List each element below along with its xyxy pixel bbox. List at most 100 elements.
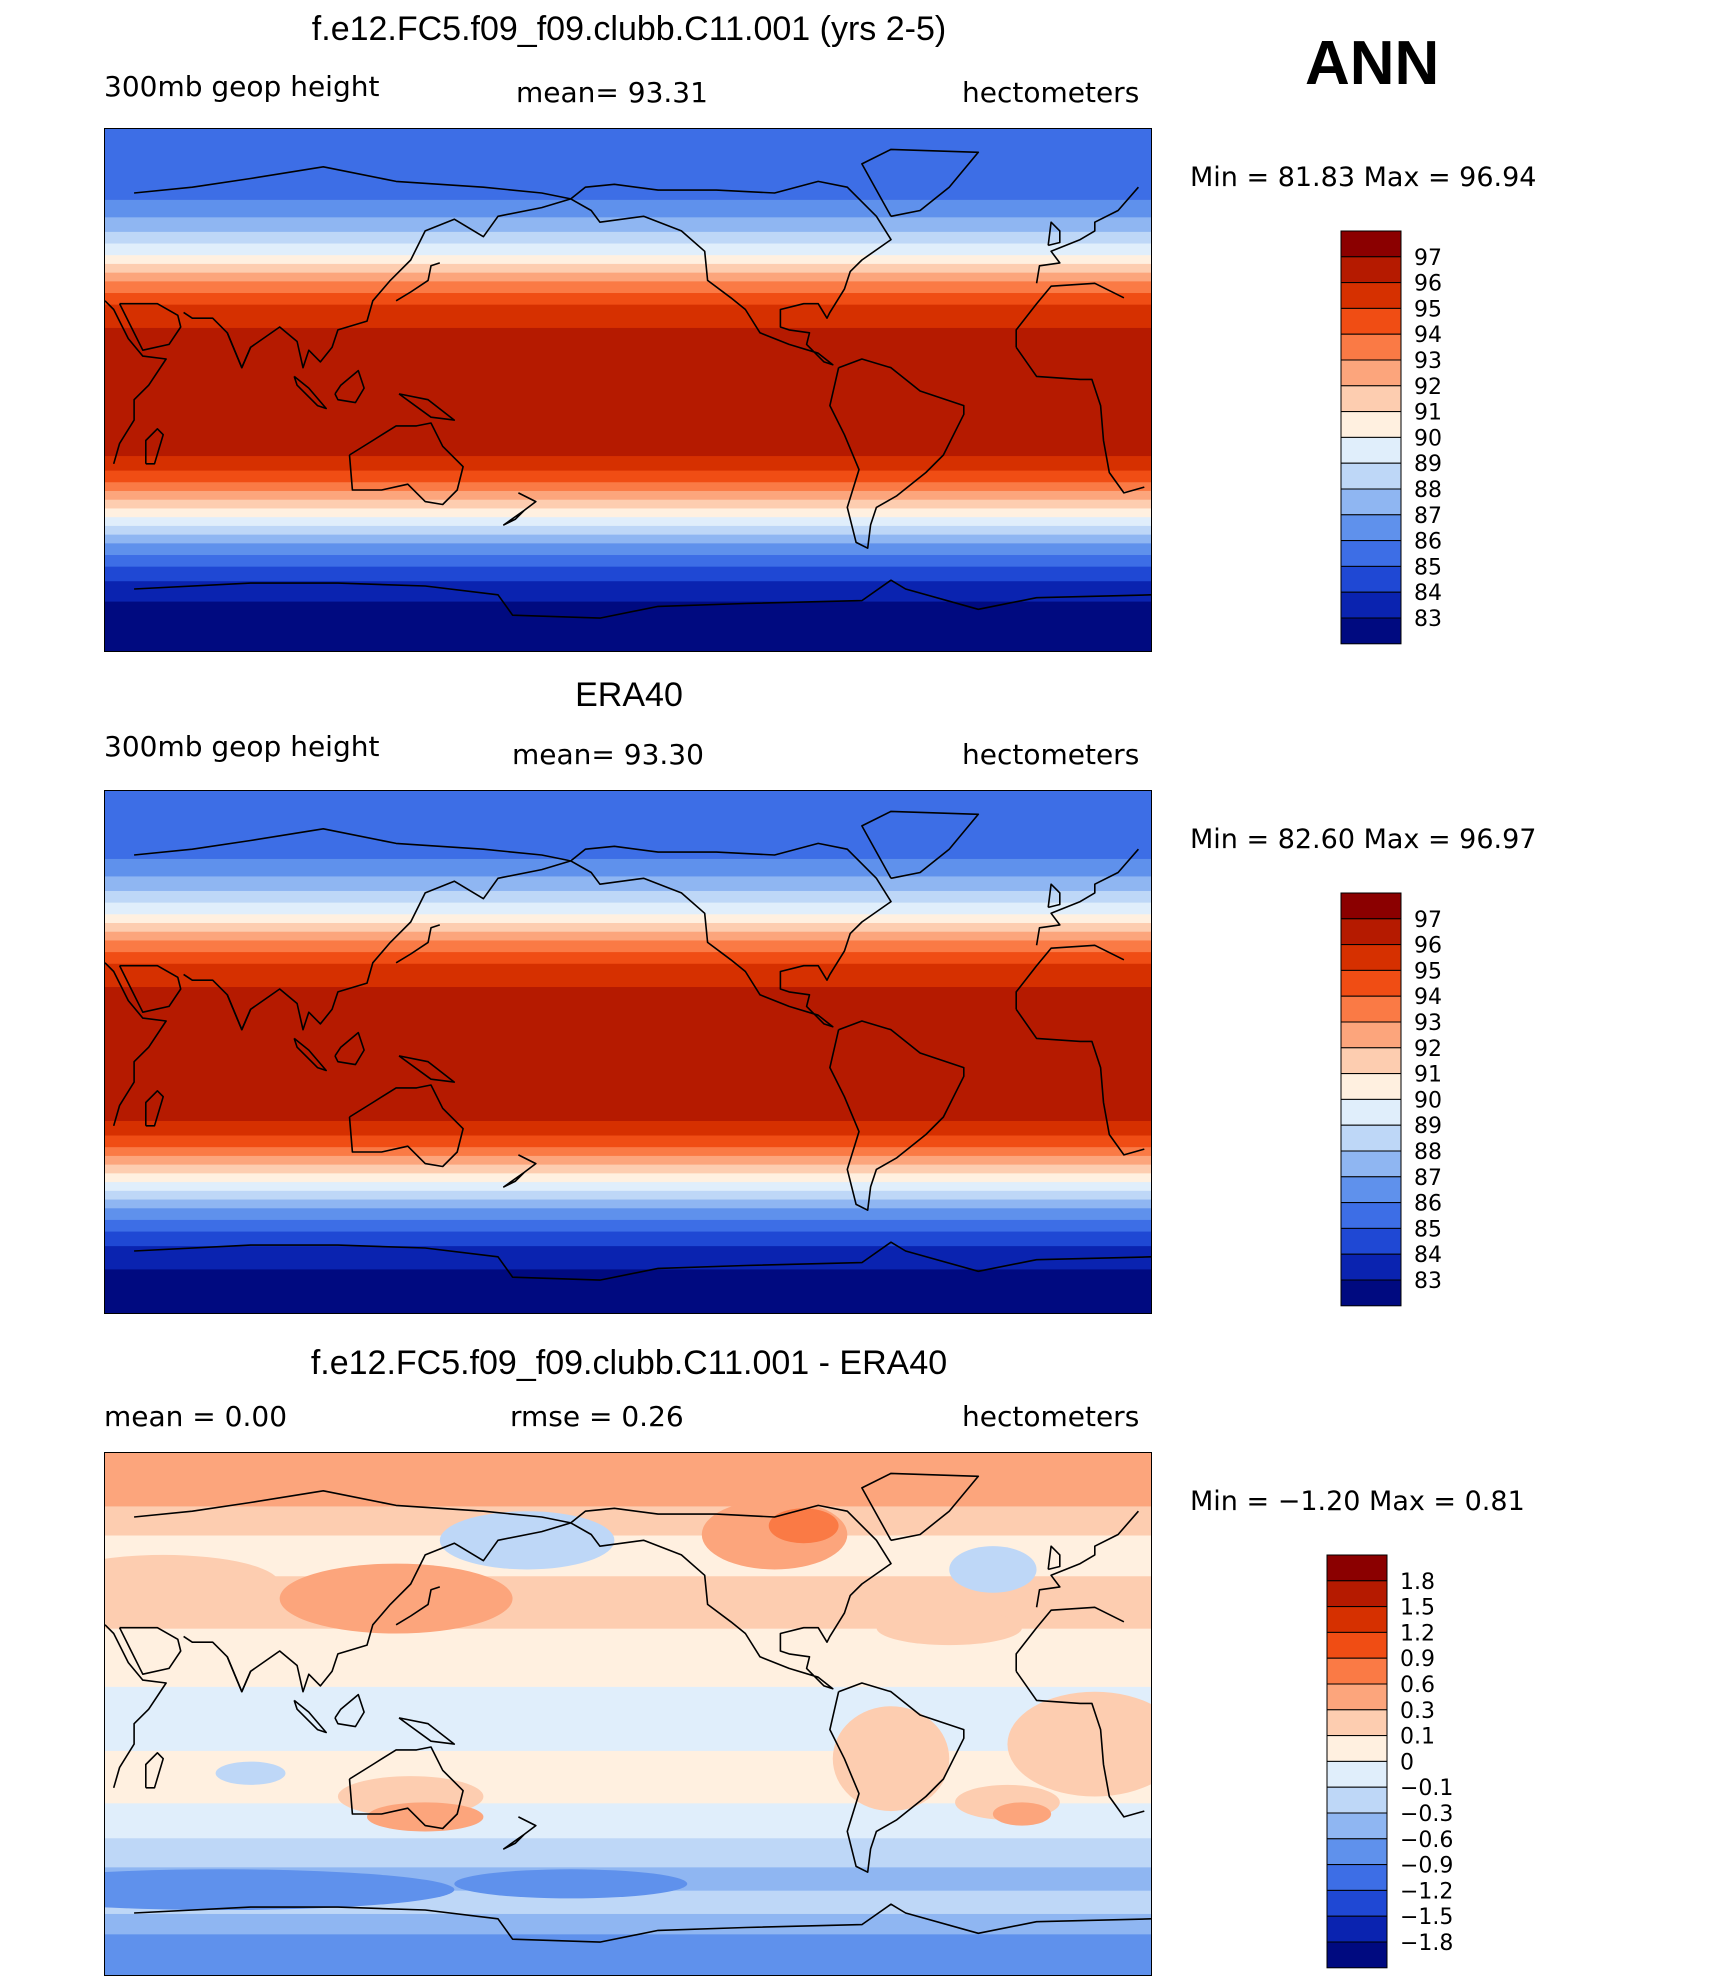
colorbar-swatch (1340, 1098, 1402, 1126)
contour-band (105, 481, 1151, 491)
coastline (226, 332, 252, 369)
coastline (348, 1084, 464, 1168)
colorbar-swatch (1340, 892, 1402, 920)
contour-band (105, 922, 1151, 932)
contour-band (105, 230, 1151, 244)
coastline (395, 262, 441, 302)
panel-model-units: hectometers (962, 76, 1140, 109)
colorbar-swatch (1326, 1683, 1388, 1711)
coastline (118, 964, 182, 1013)
contour-band (105, 875, 1151, 891)
colorbar-tick-label: −0.9 (1400, 1854, 1453, 1879)
colorbar-tick-label: 1.8 (1400, 1570, 1435, 1595)
colorbar-tick-label: 94 (1414, 323, 1442, 348)
colorbar-tick-label: 1.2 (1400, 1621, 1435, 1646)
colorbar-tick-label: 0.3 (1400, 1699, 1435, 1724)
colorbar-swatch (1340, 1279, 1402, 1307)
contour-band (105, 254, 1151, 264)
coastline (293, 1699, 327, 1734)
panel-diff-mean-label: mean = 0.00 (104, 1400, 288, 1433)
colorbar-tick-label: 88 (1414, 478, 1442, 503)
coastline (226, 1656, 252, 1693)
contour-band (105, 939, 1151, 953)
coastline (334, 369, 365, 404)
colorbar-swatch (1326, 1580, 1388, 1608)
coastline (570, 1504, 892, 1690)
panel-obs-mean-label: mean= 93.30 (512, 738, 704, 771)
panel-obs-minmax: Min = 82.60 Max = 96.97 (1190, 824, 1537, 855)
contour-band (105, 901, 1151, 915)
contour-band (105, 1134, 1151, 1148)
colorbar-swatch (1326, 1915, 1388, 1943)
colorbar-tick-label: 84 (1414, 581, 1442, 606)
contour-blob (876, 1610, 1022, 1646)
contour-band (105, 1245, 1151, 1270)
contour-blob (832, 1706, 950, 1812)
contour-band (105, 565, 1151, 582)
season-label: ANN (1305, 29, 1440, 98)
contour-band (105, 1163, 1151, 1174)
colorbar-swatch (1340, 385, 1402, 413)
colorbar-swatch (1340, 565, 1402, 593)
colorbar-swatch (1340, 436, 1402, 464)
panel-diff-units: hectometers (962, 1400, 1140, 1433)
panel-model-title: f.e12.FC5.f09_f09.clubb.C11.001 (yrs 2-5… (311, 10, 947, 48)
coastline (829, 1020, 965, 1211)
colorbar-tick-label: 87 (1414, 504, 1442, 529)
contour-band (105, 242, 1151, 256)
coastline (226, 994, 252, 1031)
colorbar-swatch (1326, 1786, 1388, 1814)
colorbar-tick-label: 91 (1414, 1063, 1442, 1088)
coastline (1047, 1545, 1061, 1571)
colorbar-tick-label: 0.9 (1400, 1647, 1435, 1672)
panel-obs-colorbar: 97 96 95 94 93 92 91 90 89 88 87 86 85 84 83 (1340, 892, 1520, 1309)
colorbar-swatch (1340, 1073, 1402, 1100)
colorbar-tick-label: −0.6 (1400, 1828, 1453, 1853)
panel-diff-map (104, 1452, 1152, 1976)
coastline (398, 1717, 456, 1745)
colorbar-swatch (1326, 1554, 1388, 1582)
colorbar-swatch (1340, 918, 1402, 946)
coastline (395, 924, 441, 964)
colorbar-tick-label: 97 (1414, 246, 1442, 271)
coastline (105, 944, 1145, 1156)
coastline (861, 148, 980, 218)
contour-band (105, 1268, 1151, 1313)
contour-blob (215, 1761, 286, 1785)
coastline (334, 1693, 365, 1728)
contour-band (105, 1837, 1151, 1868)
colorbar-swatch (1326, 1657, 1388, 1685)
coastline (118, 1626, 182, 1675)
colorbar-tick-label: −1.8 (1400, 1931, 1453, 1956)
contour-band (105, 1218, 1151, 1232)
coastline (334, 1031, 365, 1066)
colorbar-swatch (1326, 1941, 1388, 1969)
colorbar-swatch (1340, 256, 1402, 284)
colorbar-tick-label: 96 (1414, 934, 1442, 959)
panel-diff-rmse-label: rmse = 0.26 (510, 1400, 684, 1433)
contour-band (105, 857, 1151, 877)
colorbar-swatch (1340, 514, 1402, 542)
coastline (145, 428, 164, 465)
colorbar-tick-label: 1.5 (1400, 1596, 1435, 1621)
colorbar-tick-label: 89 (1414, 1114, 1442, 1139)
coastline (134, 579, 1151, 619)
colorbar-tick-label: 96 (1414, 272, 1442, 297)
colorbar-swatch (1340, 1202, 1402, 1229)
colorbar-swatch (1326, 1606, 1388, 1633)
colorbar-swatch (1340, 333, 1402, 361)
coastline (503, 1154, 537, 1188)
contour-band (105, 986, 1151, 1121)
contour-band (105, 951, 1151, 964)
contour-band (105, 1189, 1151, 1200)
coastline (348, 422, 464, 506)
contour-band (105, 1230, 1151, 1247)
colorbar-swatch (1340, 540, 1402, 567)
contour-band (105, 1154, 1151, 1165)
colorbar-swatch (1326, 1709, 1388, 1737)
contour-blob (439, 1511, 615, 1570)
contour-blob (949, 1546, 1037, 1593)
contour-band (105, 498, 1151, 509)
contour-band (105, 129, 1151, 200)
colorbar-tick-label: 93 (1414, 349, 1442, 374)
